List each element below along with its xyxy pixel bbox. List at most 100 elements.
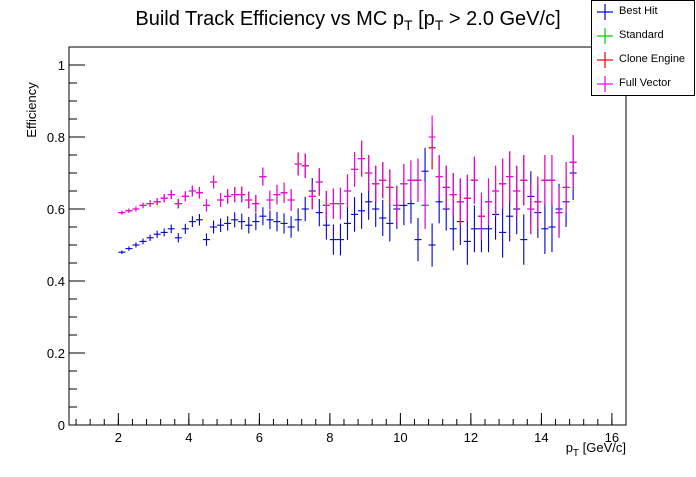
legend-item-clone-engine: Clone Engine [592, 49, 696, 72]
data-point [287, 216, 295, 238]
legend-item-best-hit: Best Hit [592, 1, 696, 24]
data-point [245, 216, 253, 234]
data-point [365, 155, 373, 191]
data-point [245, 191, 253, 209]
data-point [358, 140, 366, 177]
y-tick-label: 0.2 [47, 346, 65, 361]
best-hit-marker-icon [597, 4, 613, 20]
data-point [139, 202, 147, 209]
data-point [118, 250, 126, 254]
data-point [125, 208, 133, 213]
legend-item-standard: Standard [592, 25, 696, 48]
data-point [477, 192, 485, 240]
chart-title: Build Track Efficiency vs MC pT [pT > 2.… [135, 8, 560, 33]
y-axis: 0 0.2 0.4 0.6 0.8 1 [47, 46, 85, 433]
data-point [541, 203, 549, 254]
x-tick-label: 8 [326, 430, 333, 445]
data-point [379, 200, 387, 236]
data-point [414, 218, 422, 262]
data-point [259, 207, 267, 226]
data-point [569, 135, 577, 190]
clone-engine-marker-icon [597, 52, 613, 68]
data-point [125, 246, 133, 251]
data-point [252, 212, 260, 231]
data-point [336, 187, 344, 220]
data-point [266, 210, 274, 230]
x-tick-label: 4 [185, 430, 192, 445]
data-point [541, 155, 549, 206]
x-tick-label: 12 [464, 430, 478, 445]
data-point [562, 162, 570, 213]
data-point [210, 220, 218, 234]
data-point [273, 211, 281, 232]
data-point [520, 155, 528, 206]
data-point [548, 201, 556, 253]
data-point [259, 167, 267, 186]
x-tick-label: 16 [605, 430, 619, 445]
x-tick-label: 6 [256, 430, 263, 445]
data-point [280, 213, 288, 234]
data-point [449, 173, 457, 217]
data-point [513, 165, 521, 217]
data-point [315, 198, 323, 227]
data-point [555, 187, 563, 238]
data-point [386, 205, 394, 242]
data-point [484, 178, 493, 226]
full-vector-marker-icon [597, 76, 613, 92]
y-tick-label: 0 [58, 418, 65, 433]
y-axis-label: Efficiency [24, 82, 39, 138]
x-axis-label: pT [GeV/c] [566, 440, 626, 459]
data-point [181, 223, 189, 234]
data-point [210, 175, 218, 189]
data-point [160, 194, 168, 203]
data-point [231, 187, 239, 203]
data-point [195, 187, 203, 199]
legend-label: Standard [619, 29, 664, 41]
x-tick-label: 14 [534, 430, 548, 445]
data-point [146, 234, 154, 242]
series-full-vector [118, 115, 577, 240]
y-tick-label: 0.4 [47, 274, 65, 289]
data-point [132, 206, 140, 212]
x-tick-label: 10 [393, 430, 407, 445]
data-point [322, 191, 330, 220]
legend-label: Full Vector [619, 77, 671, 89]
data-point [160, 228, 168, 237]
data-point [414, 158, 422, 202]
data-point [301, 196, 309, 222]
data-point [294, 208, 302, 232]
data-point [421, 182, 429, 229]
data-point [188, 185, 196, 197]
x-tick-label: 2 [115, 430, 122, 445]
data-point [470, 156, 478, 204]
y-tick-label: 0.8 [47, 130, 65, 145]
data-point [174, 233, 182, 243]
data-point [492, 165, 500, 217]
data-point [386, 169, 394, 206]
data-point [287, 189, 295, 211]
data-point [527, 183, 535, 235]
data-point [174, 198, 182, 209]
data-point [167, 190, 175, 199]
data-point [252, 194, 260, 213]
data-point [329, 224, 337, 255]
data-point [217, 193, 225, 207]
data-point [499, 158, 507, 209]
data-point [407, 160, 415, 200]
data-point [280, 182, 288, 203]
data-point [534, 176, 542, 227]
data-point [456, 178, 464, 226]
data-point [463, 174, 471, 222]
data-point [428, 223, 436, 267]
data-point [358, 192, 366, 229]
data-point [400, 164, 408, 204]
legend-item-full-vector: Full Vector [592, 73, 696, 96]
standard-marker-icon [597, 28, 613, 44]
data-point [351, 197, 359, 232]
data-point [153, 198, 161, 206]
data-point [224, 189, 232, 204]
data-point [315, 168, 323, 196]
data-point [273, 184, 281, 205]
data-point [188, 216, 196, 227]
